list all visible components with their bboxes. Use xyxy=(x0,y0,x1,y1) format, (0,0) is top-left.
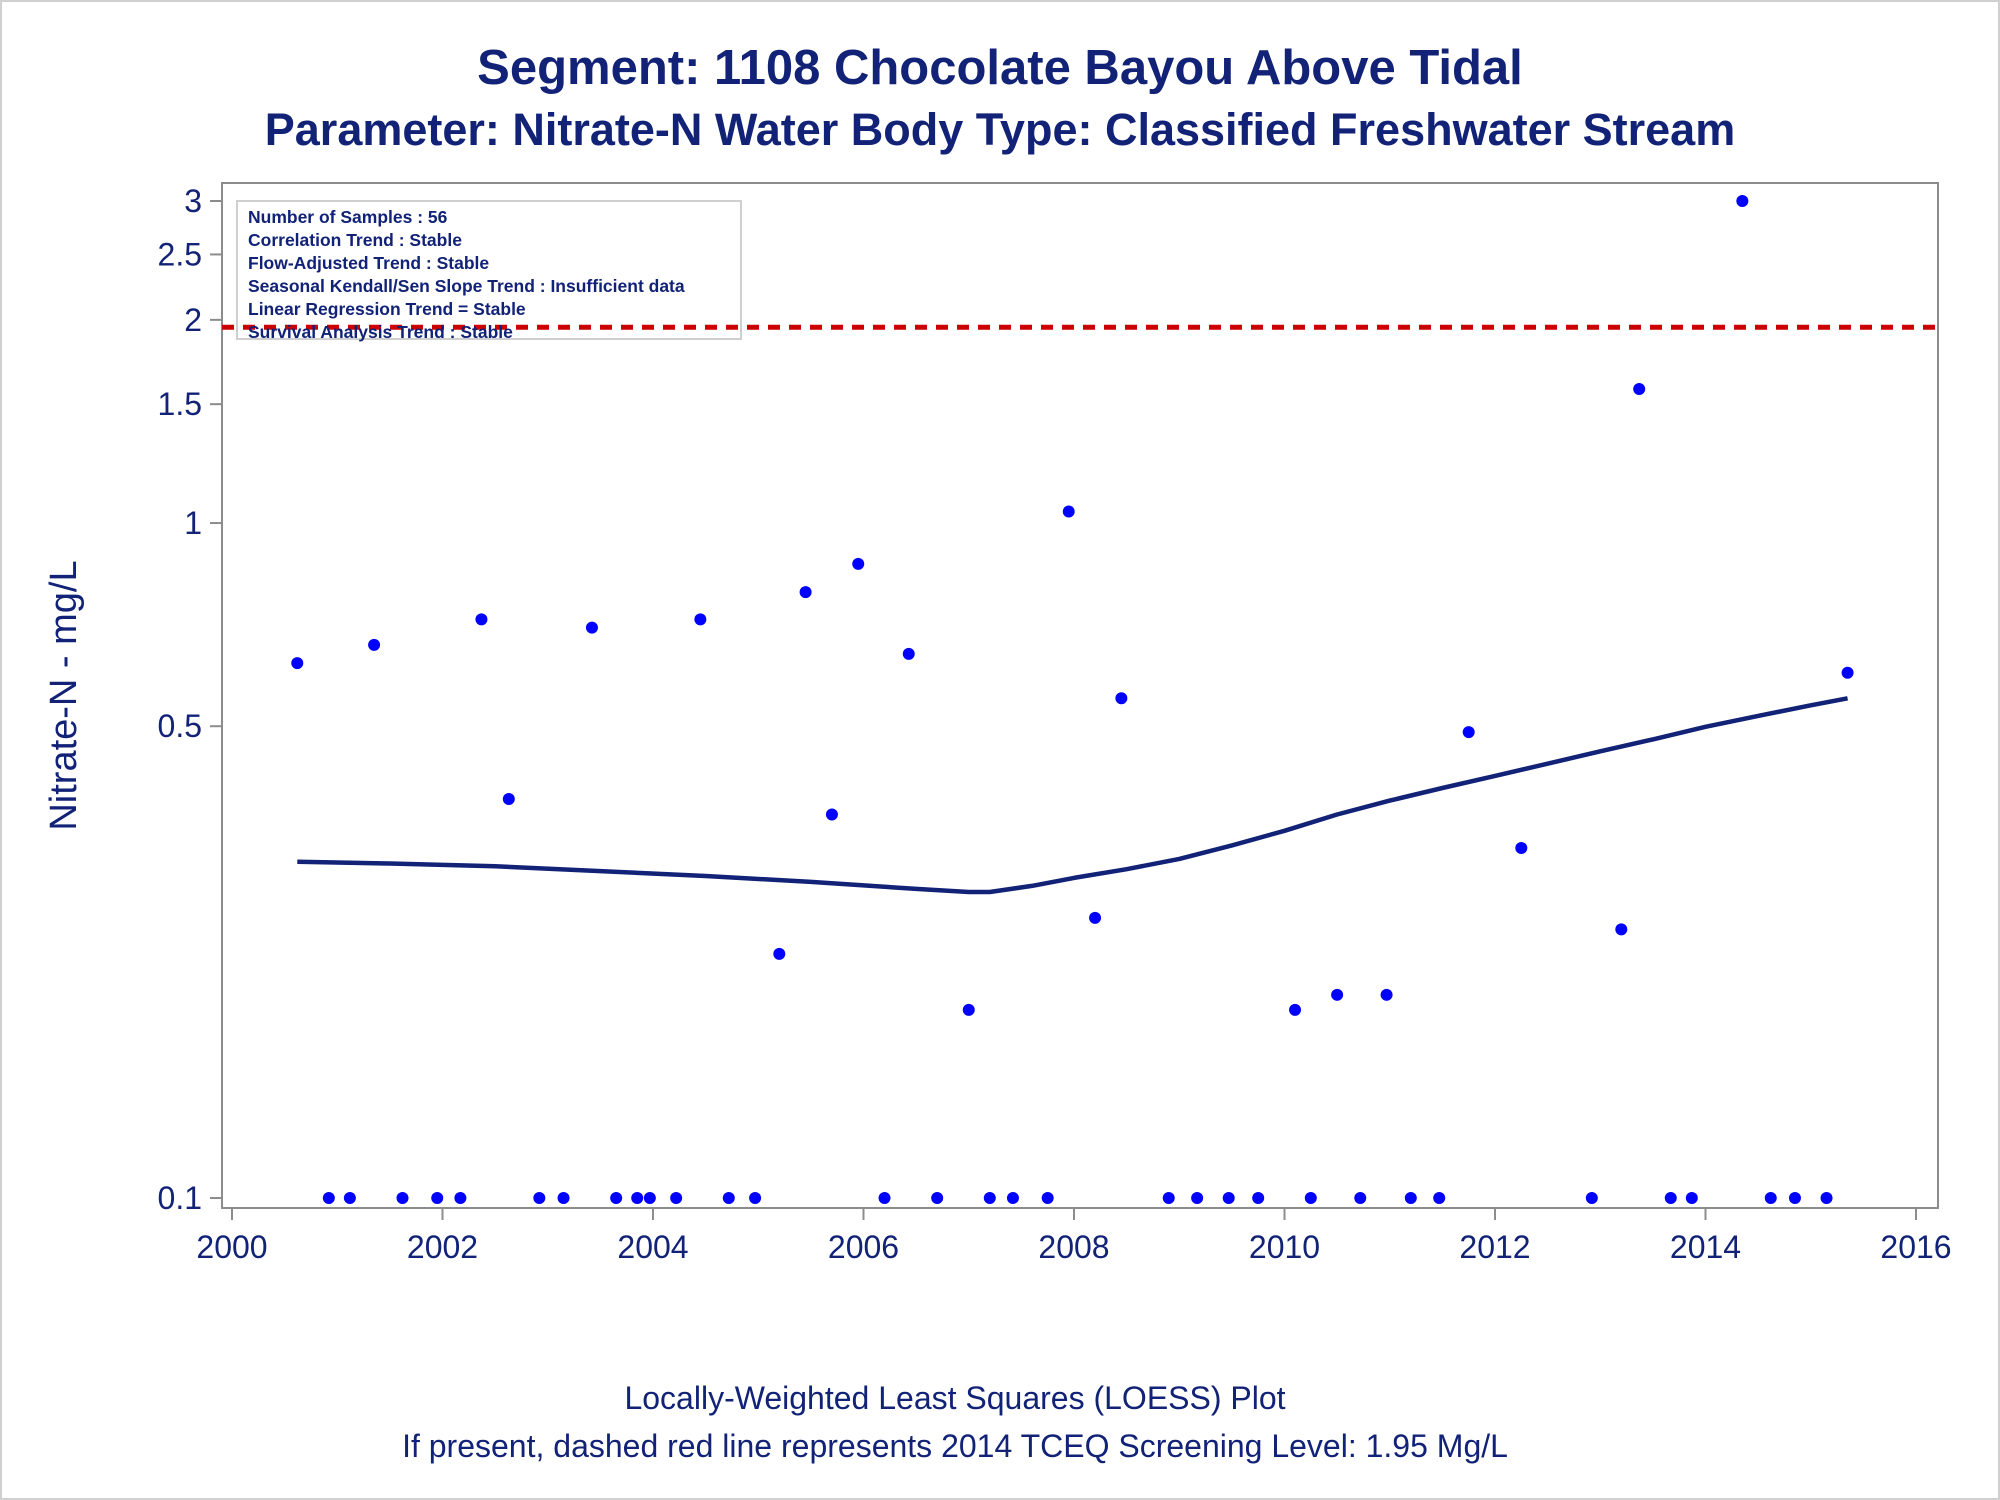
y-tick-label: 1.5 xyxy=(158,386,202,422)
legend-line-correlation: Correlation Trend : Stable xyxy=(248,230,462,250)
x-tick-label: 2004 xyxy=(617,1229,688,1265)
data-point xyxy=(1404,1192,1417,1204)
data-point xyxy=(343,1192,356,1204)
x-tick-label: 2012 xyxy=(1459,1229,1530,1265)
data-point xyxy=(722,1192,735,1204)
data-point xyxy=(533,1192,546,1204)
data-point xyxy=(799,586,812,599)
data-point xyxy=(852,557,865,570)
y-tick-label: 2 xyxy=(184,302,202,338)
footnote-screening-level: If present, dashed red line represents 2… xyxy=(402,1428,1508,1464)
x-tick-label: 2010 xyxy=(1249,1229,1320,1265)
x-tick-label: 2000 xyxy=(196,1229,267,1265)
data-point xyxy=(1585,1192,1598,1204)
y-tick-label: 3 xyxy=(184,183,202,219)
legend-line-seasonal-kendall: Seasonal Kendall/Sen Slope Trend : Insuf… xyxy=(248,276,685,296)
x-tick-label: 2016 xyxy=(1880,1229,1951,1265)
x-tick-label: 2002 xyxy=(407,1229,478,1265)
data-point xyxy=(773,947,786,960)
data-point xyxy=(454,1192,467,1204)
y-tick-label: 1 xyxy=(184,505,202,541)
data-point xyxy=(1788,1192,1801,1204)
data-point xyxy=(1380,988,1393,1001)
data-point xyxy=(1115,692,1128,705)
y-tick-label: 2.5 xyxy=(158,236,202,272)
data-point xyxy=(557,1192,570,1204)
data-point xyxy=(1841,666,1854,679)
data-point xyxy=(1633,382,1646,395)
data-point xyxy=(610,1192,623,1204)
y-tick-label: 0.1 xyxy=(158,1180,202,1216)
data-point xyxy=(1289,1003,1302,1016)
data-point xyxy=(291,657,304,670)
data-point xyxy=(475,613,488,626)
data-point xyxy=(962,1003,975,1016)
data-point xyxy=(1331,988,1344,1001)
data-point xyxy=(1515,842,1528,855)
data-point xyxy=(368,638,381,651)
data-point xyxy=(1462,726,1475,739)
legend-line-flow-adjusted: Flow-Adjusted Trend : Stable xyxy=(248,253,490,273)
data-point xyxy=(1162,1192,1175,1204)
data-point xyxy=(1304,1192,1317,1204)
data-point xyxy=(1433,1192,1446,1204)
data-point xyxy=(396,1192,409,1204)
x-tick-label: 2014 xyxy=(1670,1229,1741,1265)
plot-frame xyxy=(221,182,1939,1209)
data-point xyxy=(1664,1192,1677,1204)
data-point xyxy=(502,793,515,806)
data-point xyxy=(931,1192,944,1204)
data-point xyxy=(1252,1192,1265,1204)
loess-trend-line xyxy=(297,696,1849,895)
x-tick-label: 2008 xyxy=(1038,1229,1109,1265)
data-point xyxy=(585,621,598,634)
data-point xyxy=(1041,1192,1054,1204)
data-point xyxy=(431,1192,444,1204)
y-tick-label: 0.5 xyxy=(158,708,202,744)
data-point xyxy=(749,1192,762,1204)
data-point xyxy=(1222,1192,1235,1204)
y-axis-label: Nitrate-N - mg/L xyxy=(43,560,85,830)
data-point xyxy=(983,1192,996,1204)
legend-line-survival: Survival Analysis Trend : Stable xyxy=(248,322,513,342)
data-point xyxy=(1354,1192,1367,1204)
data-point xyxy=(1685,1192,1698,1204)
data-point xyxy=(643,1192,656,1204)
legend-line-linear-regression: Linear Regression Trend = Stable xyxy=(248,299,526,319)
data-point xyxy=(631,1192,644,1204)
footnote-loess: Locally-Weighted Least Squares (LOESS) P… xyxy=(624,1380,1286,1416)
x-tick-label: 2006 xyxy=(828,1229,899,1265)
chart-title: Segment: 1108 Chocolate Bayou Above Tida… xyxy=(477,41,1523,95)
legend-line-samples: Number of Samples : 56 xyxy=(248,207,448,227)
data-point xyxy=(1062,505,1075,518)
data-point xyxy=(694,613,707,626)
data-point xyxy=(1191,1192,1204,1204)
data-point xyxy=(1615,923,1628,936)
data-point xyxy=(322,1192,335,1204)
data-point xyxy=(1089,911,1102,924)
trend-summary-box: Number of Samples : 56 Correlation Trend… xyxy=(236,200,742,342)
data-point xyxy=(1736,195,1749,207)
data-point xyxy=(1006,1192,1019,1204)
data-point xyxy=(670,1192,683,1204)
chart-subtitle: Parameter: Nitrate-N Water Body Type: Cl… xyxy=(264,104,1736,155)
data-point xyxy=(878,1192,891,1204)
data-point xyxy=(1820,1192,1833,1204)
data-point xyxy=(902,647,915,660)
data-point xyxy=(1764,1192,1777,1204)
data-point xyxy=(825,808,838,821)
